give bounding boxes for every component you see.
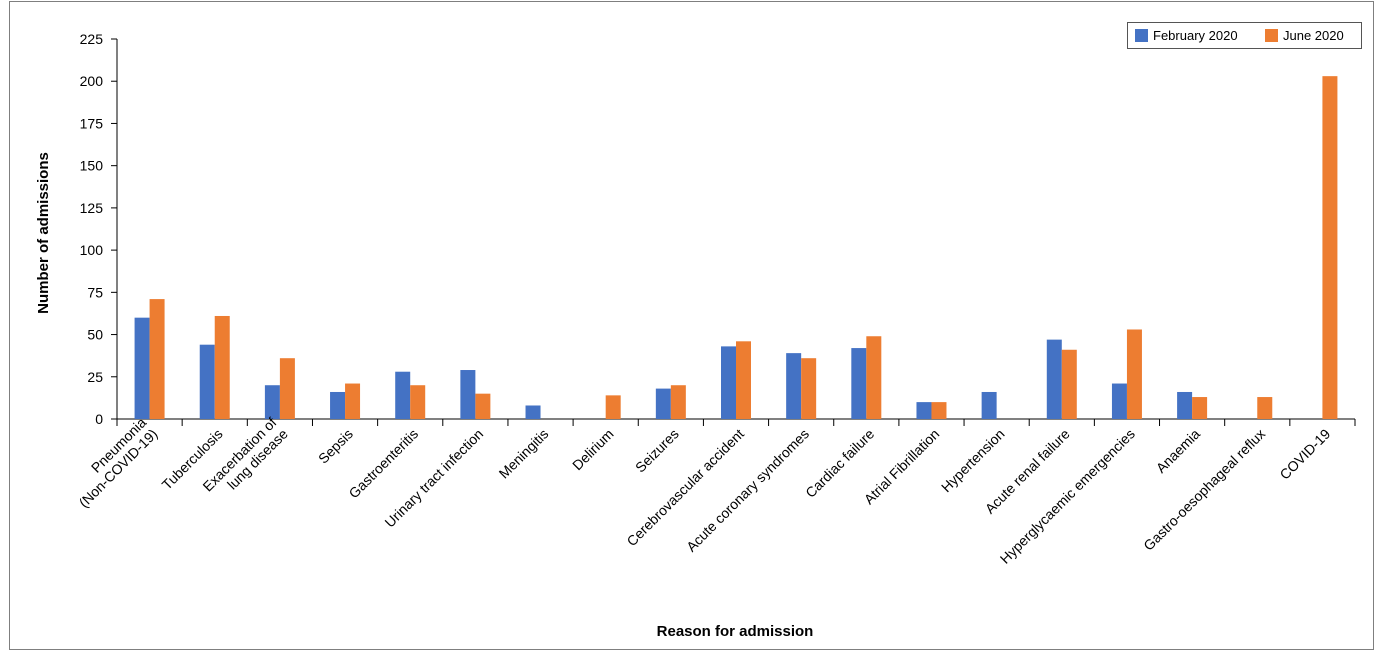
bar-june-2 [279, 358, 295, 419]
y-tick-label: 175 [80, 115, 104, 131]
bar-june-11 [866, 336, 882, 419]
bar-june-17 [1257, 397, 1273, 419]
bars [134, 76, 1338, 420]
legend-box [1127, 22, 1362, 49]
bar-june-0 [149, 299, 165, 419]
y-tick-label: 75 [87, 284, 103, 300]
bar-june-9 [736, 341, 751, 419]
bar-february-3 [330, 391, 346, 419]
y-tick-label: 25 [87, 369, 103, 385]
bar-february-11 [851, 348, 867, 419]
bar-june-18 [1322, 76, 1338, 420]
y-tick-label: 125 [80, 200, 104, 216]
y-tick-label: 100 [80, 242, 104, 258]
y-tick-label: 0 [95, 411, 103, 427]
x-axis-title: Reason for admission [657, 623, 814, 640]
bar-june-16 [1192, 397, 1208, 419]
bar-june-12 [931, 402, 947, 419]
bar-february-0 [134, 317, 150, 419]
bar-june-1 [214, 315, 230, 419]
bar-february-6 [525, 405, 541, 419]
bar-june-15 [1126, 329, 1142, 419]
bar-june-3 [345, 383, 361, 419]
y-tick-label: 50 [87, 327, 103, 343]
bar-february-16 [1177, 391, 1193, 419]
bar-june-14 [1061, 349, 1077, 419]
y-axis: 0 25 50 75 100 125 150 175 200 225 [80, 31, 118, 427]
legend: February 2020 June 2020 [1127, 22, 1362, 49]
bar-february-4 [395, 371, 411, 419]
legend-swatch-february [1135, 29, 1148, 42]
bar-june-8 [670, 385, 686, 419]
bar-february-15 [1111, 383, 1127, 419]
bar-february-10 [786, 353, 802, 419]
bar-february-2 [264, 385, 280, 419]
y-tick-label: 150 [80, 158, 104, 174]
bar-february-5 [460, 370, 476, 419]
y-axis-title: Number of admissions [35, 152, 52, 314]
legend-swatch-june [1265, 29, 1278, 42]
chart-frame [9, 1, 1374, 650]
bar-june-5 [475, 393, 491, 419]
y-tick-label: 200 [80, 73, 104, 89]
legend-label-february: February 2020 [1153, 28, 1238, 43]
y-tick-label: 225 [80, 31, 104, 47]
bar-february-14 [1046, 339, 1062, 419]
bar-february-13 [981, 391, 997, 419]
bar-february-12 [916, 402, 932, 419]
bar-june-7 [605, 395, 621, 419]
bar-june-10 [801, 358, 817, 419]
bar-june-4 [410, 385, 426, 419]
bar-february-1 [199, 344, 215, 419]
bar-february-8 [655, 388, 671, 419]
bar-february-9 [721, 346, 736, 419]
legend-label-june: June 2020 [1283, 28, 1344, 43]
